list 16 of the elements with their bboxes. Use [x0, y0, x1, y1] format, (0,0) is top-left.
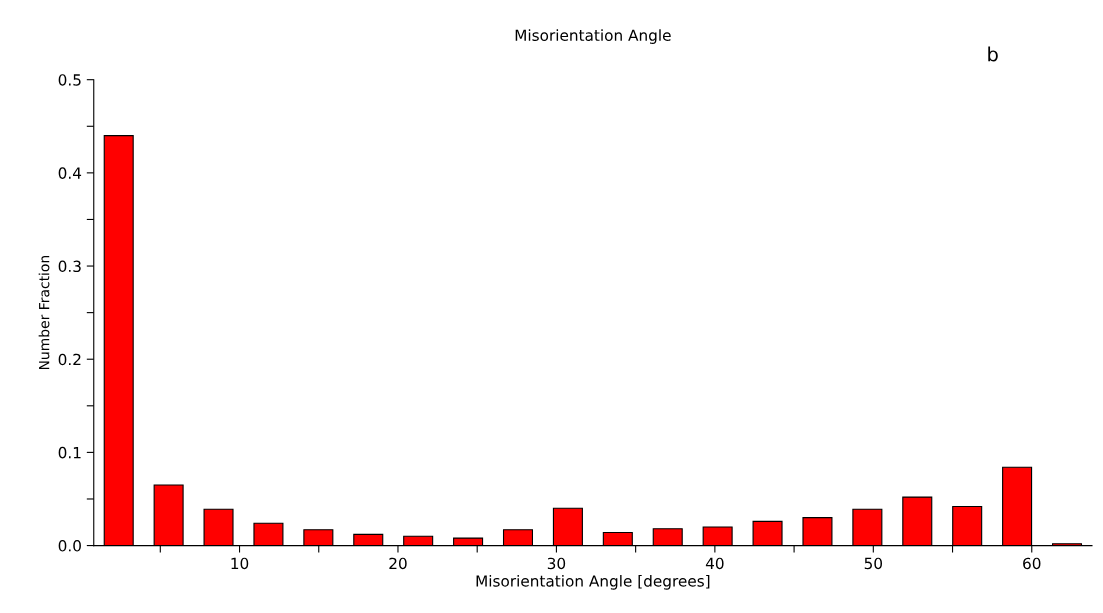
x-tick-label: 20 — [389, 557, 407, 570]
text: b — [988, 46, 998, 62]
y-tick-label: 0.4 — [58, 167, 82, 179]
y-tick-label: 0.5 — [58, 74, 81, 86]
x-tick-label: 10 — [231, 557, 249, 570]
y-tick-label: 0.2 — [58, 353, 81, 366]
x-tick-label: 50 — [864, 557, 883, 570]
y-tick-label: 0.3 — [58, 260, 81, 273]
chart-title: Misorientation Angle — [515, 29, 671, 44]
x-axis-title: Misorientation Angle [degrees] — [476, 574, 710, 590]
y-tick-label: 0.0 — [58, 540, 81, 552]
x-tick-label: 60 — [1023, 557, 1041, 570]
x-tick-label: 30 — [547, 557, 566, 570]
y-axis-title: Number Fraction — [38, 255, 50, 370]
y-tick-label: 0.1 — [58, 446, 81, 459]
x-tick-label: 40 — [705, 557, 724, 570]
